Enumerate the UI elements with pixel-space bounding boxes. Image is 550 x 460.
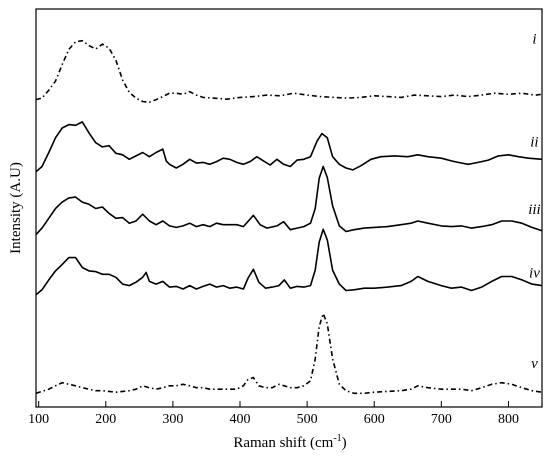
x-axis-ticks xyxy=(38,401,509,407)
x-tick-label-200: 200 xyxy=(95,412,116,427)
x-axis-title: Raman shift (cm-1) xyxy=(233,433,346,451)
series-label-iii: iii xyxy=(528,202,541,218)
x-axis-tick-labels: 100 200 300 400 500 600 700 800 xyxy=(28,412,519,427)
x-tick-label-400: 400 xyxy=(230,412,251,427)
series-label-ii: ii xyxy=(530,134,538,150)
series-label-v: v xyxy=(531,356,538,372)
x-tick-label-800: 800 xyxy=(498,412,519,427)
x-tick-label-600: 600 xyxy=(364,412,385,427)
series-line-ii xyxy=(35,121,543,173)
series-line-v xyxy=(35,312,543,395)
x-tick-label-700: 700 xyxy=(431,412,452,427)
x-tick-label-500: 500 xyxy=(297,412,318,427)
plot-frame xyxy=(35,8,543,408)
y-axis-title: Intensity (A.U) xyxy=(8,162,24,254)
series-label-iv: iv xyxy=(529,265,540,281)
series-line-iii xyxy=(35,165,543,236)
series-line-iv xyxy=(35,228,543,296)
x-tick-label-100: 100 xyxy=(28,412,49,427)
series-line-i xyxy=(35,39,543,104)
series-lines xyxy=(35,39,543,395)
series-label-i: i xyxy=(532,31,536,47)
x-tick-label-300: 300 xyxy=(162,412,183,427)
